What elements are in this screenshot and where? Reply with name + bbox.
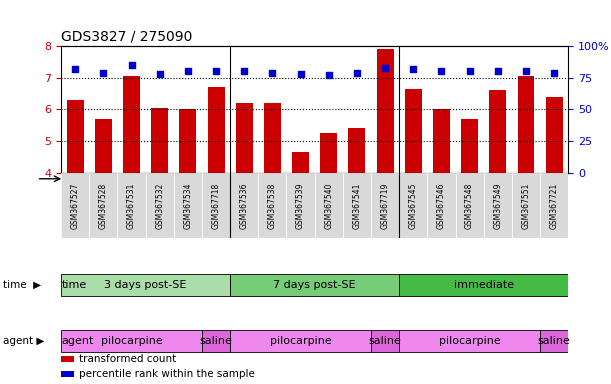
Bar xyxy=(95,119,112,173)
FancyBboxPatch shape xyxy=(145,173,174,238)
Text: GSM367719: GSM367719 xyxy=(381,183,390,229)
Text: time  ▶: time ▶ xyxy=(3,280,41,290)
Text: GSM367540: GSM367540 xyxy=(324,183,333,229)
Text: GSM367539: GSM367539 xyxy=(296,183,305,229)
FancyBboxPatch shape xyxy=(512,173,540,238)
FancyBboxPatch shape xyxy=(399,329,540,352)
Bar xyxy=(405,89,422,173)
Point xyxy=(493,68,503,74)
Text: 3 days post-SE: 3 days post-SE xyxy=(104,280,187,290)
Bar xyxy=(152,108,168,173)
Point xyxy=(183,68,193,74)
FancyBboxPatch shape xyxy=(230,274,399,296)
Text: immediate: immediate xyxy=(453,280,514,290)
Point xyxy=(268,70,277,76)
Text: percentile rank within the sample: percentile rank within the sample xyxy=(79,369,255,379)
Bar xyxy=(123,76,140,173)
Bar xyxy=(208,87,224,173)
Text: GSM367548: GSM367548 xyxy=(465,183,474,229)
FancyBboxPatch shape xyxy=(540,173,568,238)
Text: GSM367528: GSM367528 xyxy=(99,183,108,229)
Text: time: time xyxy=(62,280,87,290)
Point xyxy=(70,66,80,72)
Point xyxy=(126,62,136,68)
FancyBboxPatch shape xyxy=(540,329,568,352)
Text: pilocarpine: pilocarpine xyxy=(101,336,163,346)
Point xyxy=(296,71,306,77)
FancyBboxPatch shape xyxy=(315,173,343,238)
Text: GSM367718: GSM367718 xyxy=(211,183,221,229)
Bar xyxy=(489,91,507,173)
Bar xyxy=(348,128,365,173)
Text: 7 days post-SE: 7 days post-SE xyxy=(273,280,356,290)
Bar xyxy=(67,100,84,173)
Text: saline: saline xyxy=(200,336,233,346)
FancyBboxPatch shape xyxy=(117,173,145,238)
FancyBboxPatch shape xyxy=(427,173,456,238)
Text: pilocarpine: pilocarpine xyxy=(269,336,331,346)
FancyBboxPatch shape xyxy=(174,173,202,238)
Text: GSM367721: GSM367721 xyxy=(550,183,558,229)
Bar xyxy=(461,119,478,173)
Point xyxy=(408,66,418,72)
Point xyxy=(436,68,446,74)
Bar xyxy=(264,103,281,173)
Point xyxy=(155,71,164,77)
FancyBboxPatch shape xyxy=(371,329,399,352)
Text: GSM367531: GSM367531 xyxy=(127,183,136,229)
FancyBboxPatch shape xyxy=(61,173,89,238)
FancyBboxPatch shape xyxy=(399,173,427,238)
FancyBboxPatch shape xyxy=(89,173,117,238)
Point xyxy=(380,65,390,71)
Text: GSM367546: GSM367546 xyxy=(437,183,446,229)
FancyBboxPatch shape xyxy=(484,173,512,238)
FancyBboxPatch shape xyxy=(399,274,568,296)
FancyBboxPatch shape xyxy=(343,173,371,238)
Text: pilocarpine: pilocarpine xyxy=(439,336,500,346)
Text: GDS3827 / 275090: GDS3827 / 275090 xyxy=(61,30,192,43)
Text: GSM367551: GSM367551 xyxy=(521,183,530,229)
Point xyxy=(352,70,362,76)
Bar xyxy=(180,109,196,173)
Bar xyxy=(376,49,393,173)
Bar xyxy=(292,152,309,173)
Point xyxy=(240,68,249,74)
Text: saline: saline xyxy=(538,336,571,346)
FancyBboxPatch shape xyxy=(456,173,484,238)
Text: GSM367541: GSM367541 xyxy=(353,183,362,229)
Bar xyxy=(433,109,450,173)
Bar xyxy=(236,103,253,173)
Point xyxy=(549,70,559,76)
FancyBboxPatch shape xyxy=(61,329,202,352)
Text: GSM367538: GSM367538 xyxy=(268,183,277,229)
Bar xyxy=(546,97,563,173)
Bar xyxy=(320,133,337,173)
FancyBboxPatch shape xyxy=(371,173,399,238)
Text: GSM367532: GSM367532 xyxy=(155,183,164,229)
Point xyxy=(465,68,475,74)
Text: GSM367527: GSM367527 xyxy=(71,183,79,229)
Text: agent ▶: agent ▶ xyxy=(3,336,45,346)
Text: agent: agent xyxy=(62,336,94,346)
FancyBboxPatch shape xyxy=(202,329,230,352)
Point xyxy=(211,68,221,74)
Text: GSM367536: GSM367536 xyxy=(240,183,249,229)
Point xyxy=(521,68,531,74)
FancyBboxPatch shape xyxy=(287,173,315,238)
FancyBboxPatch shape xyxy=(202,173,230,238)
Bar xyxy=(61,371,74,377)
Bar xyxy=(518,76,535,173)
Point xyxy=(98,70,108,76)
FancyBboxPatch shape xyxy=(230,173,258,238)
FancyBboxPatch shape xyxy=(230,329,371,352)
FancyBboxPatch shape xyxy=(61,274,230,296)
Text: GSM367534: GSM367534 xyxy=(183,183,192,229)
Bar xyxy=(61,356,74,362)
Text: saline: saline xyxy=(368,336,401,346)
FancyBboxPatch shape xyxy=(258,173,287,238)
Point xyxy=(324,72,334,78)
Text: transformed count: transformed count xyxy=(79,354,176,364)
Text: GSM367549: GSM367549 xyxy=(493,183,502,229)
Text: GSM367545: GSM367545 xyxy=(409,183,418,229)
